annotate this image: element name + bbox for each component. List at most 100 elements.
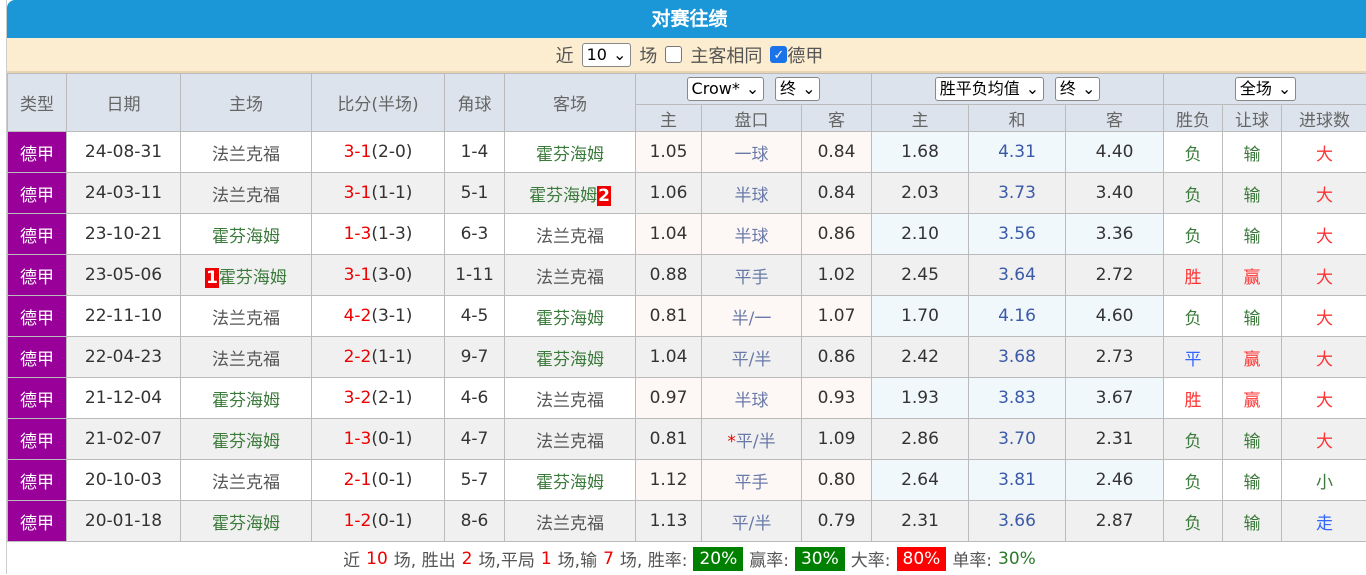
odds-draw: 3.83 [969, 378, 1066, 419]
company-select[interactable]: Crow*⌄ [687, 77, 765, 101]
team-name[interactable]: 法兰克福 [212, 145, 280, 165]
team-cell[interactable]: 霍芬海姆 [505, 460, 636, 501]
match-count-select[interactable]: 10⌄ [582, 43, 632, 67]
half-score: (2-0) [371, 142, 412, 162]
team-cell[interactable]: 法兰克福 [181, 296, 312, 337]
team-cell[interactable]: 法兰克福 [505, 255, 636, 296]
hc-result: 输 [1223, 214, 1282, 255]
team-cell[interactable]: 霍芬海姆2 [505, 173, 636, 214]
team-name[interactable]: 法兰克福 [536, 514, 604, 534]
league-cell[interactable]: 德甲 [8, 132, 67, 173]
league-checkbox[interactable]: ✓ [770, 46, 787, 63]
team-name[interactable]: 霍芬海姆 [536, 145, 604, 165]
col-home: 主场 [181, 74, 312, 132]
league-cell[interactable]: 德甲 [8, 501, 67, 542]
handicap-final-select[interactable]: 终⌄ [775, 77, 820, 101]
team-name[interactable]: 霍芬海姆 [212, 432, 280, 452]
league-cell[interactable]: 德甲 [8, 378, 67, 419]
score-cell[interactable]: 1-3(1-3) [312, 214, 445, 255]
score-cell[interactable]: 3-2(2-1) [312, 378, 445, 419]
head-to-head-panel: 对赛往绩 近 10⌄ 场 主客相同 ✓ 德甲 类型 日期 主场 比分(半场) 角… [6, 0, 1366, 574]
league-cell[interactable]: 德甲 [8, 296, 67, 337]
team-name[interactable]: 法兰克福 [212, 186, 280, 206]
col-date: 日期 [67, 74, 181, 132]
team-name[interactable]: 霍芬海姆 [212, 514, 280, 534]
team-name[interactable]: 法兰克福 [536, 227, 604, 247]
league-cell[interactable]: 德甲 [8, 173, 67, 214]
odds-home: 1.93 [872, 378, 969, 419]
odds-home: 2.03 [872, 173, 969, 214]
score-cell[interactable]: 1-3(0-1) [312, 419, 445, 460]
corner-cell: 1-4 [445, 132, 505, 173]
team-name[interactable]: 法兰克福 [212, 350, 280, 370]
team-cell[interactable]: 霍芬海姆 [181, 501, 312, 542]
scope-select[interactable]: 全场⌄ [1235, 77, 1296, 101]
odds-draw: 4.31 [969, 132, 1066, 173]
over-rate-badge: 80% [897, 547, 947, 571]
team-cell[interactable]: 霍芬海姆 [181, 214, 312, 255]
team-cell[interactable]: 法兰克福 [181, 173, 312, 214]
full-score: 3-1 [344, 183, 372, 203]
score-cell[interactable]: 2-2(1-1) [312, 337, 445, 378]
team-name[interactable]: 霍芬海姆 [536, 473, 604, 493]
team-cell[interactable]: 法兰克福 [181, 337, 312, 378]
team-name[interactable]: 霍芬海姆 [536, 350, 604, 370]
team-name[interactable]: 法兰克福 [536, 391, 604, 411]
league-cell[interactable]: 德甲 [8, 419, 67, 460]
chevron-down-icon: ⌄ [1082, 78, 1095, 100]
team-cell[interactable]: 法兰克福 [505, 419, 636, 460]
wl-result: 负 [1164, 460, 1223, 501]
league-cell[interactable]: 德甲 [8, 337, 67, 378]
score-cell[interactable]: 4-2(3-1) [312, 296, 445, 337]
full-score: 3-1 [344, 142, 372, 162]
score-cell[interactable]: 2-1(0-1) [312, 460, 445, 501]
team-name[interactable]: 霍芬海姆 [529, 186, 597, 206]
league-cell[interactable]: 德甲 [8, 255, 67, 296]
odds-home: 2.64 [872, 460, 969, 501]
team-cell[interactable]: 法兰克福 [505, 378, 636, 419]
league-cell[interactable]: 德甲 [8, 214, 67, 255]
hc-result: 输 [1223, 173, 1282, 214]
team-cell[interactable]: 霍芬海姆 [505, 132, 636, 173]
team-cell[interactable]: 1霍芬海姆 [181, 255, 312, 296]
league-label: 德甲 [787, 42, 823, 68]
score-cell[interactable]: 1-2(0-1) [312, 501, 445, 542]
team-name[interactable]: 法兰克福 [212, 473, 280, 493]
score-cell[interactable]: 3-1(2-0) [312, 132, 445, 173]
odds-away: 2.73 [1066, 337, 1164, 378]
team-cell[interactable]: 法兰克福 [181, 132, 312, 173]
odds-final-select[interactable]: 终⌄ [1055, 77, 1100, 101]
team-name[interactable]: 霍芬海姆 [212, 227, 280, 247]
team-cell[interactable]: 霍芬海姆 [505, 337, 636, 378]
summary-draws: 1 [541, 549, 552, 569]
team-name[interactable]: 霍芬海姆 [212, 391, 280, 411]
team-name[interactable]: 霍芬海姆 [536, 309, 604, 329]
date-cell: 21-02-07 [67, 419, 181, 460]
team-cell[interactable]: 霍芬海姆 [505, 296, 636, 337]
handicap-away-odds: 0.86 [802, 214, 872, 255]
unit-label: 场 [639, 42, 657, 68]
team-name[interactable]: 法兰克福 [536, 432, 604, 452]
handicap-line: 半球 [702, 378, 802, 419]
team-cell[interactable]: 法兰克福 [505, 214, 636, 255]
team-cell[interactable]: 霍芬海姆 [181, 378, 312, 419]
team-cell[interactable]: 法兰克福 [505, 501, 636, 542]
same-home-away-checkbox[interactable] [665, 46, 682, 63]
handicap-home-odds: 1.04 [636, 337, 702, 378]
date-cell: 20-01-18 [67, 501, 181, 542]
league-cell[interactable]: 德甲 [8, 460, 67, 501]
ou-result: 走 [1282, 501, 1366, 542]
score-cell[interactable]: 3-1(1-1) [312, 173, 445, 214]
avg-select[interactable]: 胜平负均值⌄ [935, 77, 1044, 101]
team-cell[interactable]: 法兰克福 [181, 460, 312, 501]
handicap-away-odds: 0.84 [802, 173, 872, 214]
score-cell[interactable]: 3-1(3-0) [312, 255, 445, 296]
odds-home: 1.68 [872, 132, 969, 173]
team-name[interactable]: 法兰克福 [212, 309, 280, 329]
team-cell[interactable]: 霍芬海姆 [181, 419, 312, 460]
full-score: 1-2 [344, 511, 372, 531]
team-name[interactable]: 法兰克福 [536, 268, 604, 288]
team-name[interactable]: 霍芬海姆 [219, 268, 287, 288]
